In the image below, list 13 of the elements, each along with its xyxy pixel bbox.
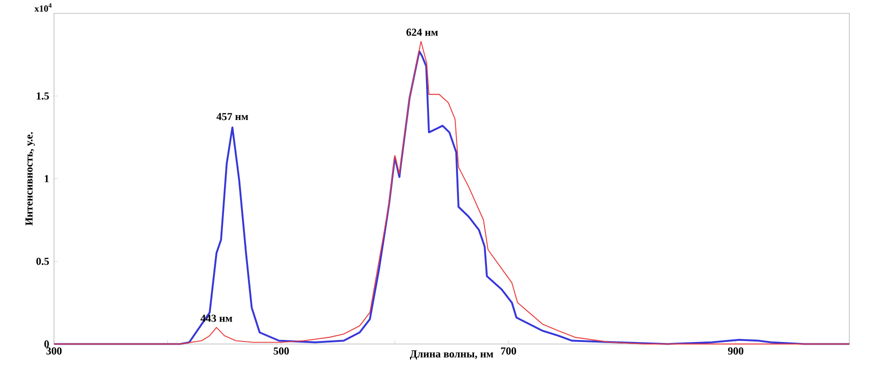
text: x10$^{4}$ — [34, 3, 52, 12]
annotation: 457 нм — [216, 113, 248, 120]
x-tick-label: 700 — [501, 347, 516, 355]
x-tick-label: 900 — [728, 347, 744, 355]
y-tick-label: 1 — [44, 175, 49, 182]
y-axis-title: Интенсивность, у.е. — [26, 132, 35, 226]
annotation: 624 нм — [406, 28, 438, 36]
x-axis-title: Длина волны, нм — [410, 350, 494, 360]
y-tick-label: 1.5 — [36, 92, 49, 100]
x-tick-label: 300 — [46, 347, 62, 355]
y-tick-label: 0 — [44, 340, 49, 348]
x-tick-label: 500 — [274, 347, 289, 355]
y-tick-label: 0.5 — [36, 258, 49, 265]
